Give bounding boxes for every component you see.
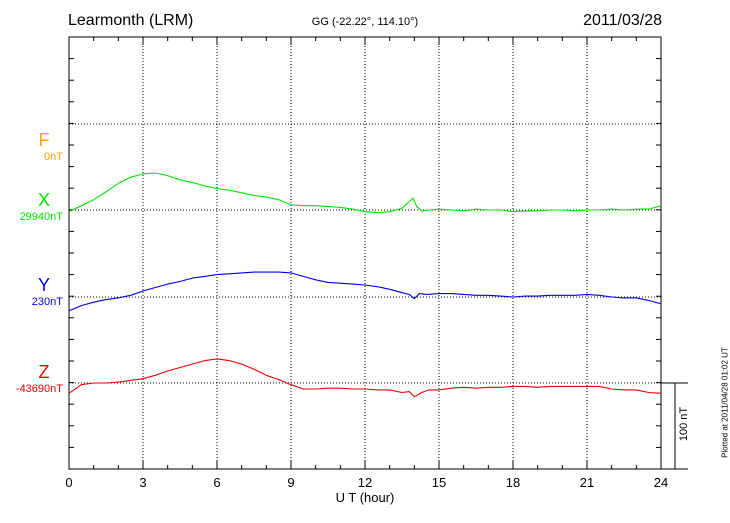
x-tick-label: 24 <box>654 475 668 490</box>
series-baseline-y: 230nT <box>32 296 63 308</box>
series-line-x <box>68 172 662 214</box>
series-baseline-z: -43690nT <box>16 383 63 395</box>
x-tick-label: 6 <box>213 475 220 490</box>
series-label-z: Z <box>39 362 50 382</box>
chart-date: 2011/03/28 <box>583 12 662 29</box>
x-axis-label: U T (hour) <box>335 490 395 505</box>
series-label-f: F <box>39 130 50 150</box>
plotted-timestamp: Plotted at 2011/04/28 01:02 UT <box>720 347 730 458</box>
x-tick-label: 0 <box>65 475 72 490</box>
x-tick-label: 3 <box>139 475 146 490</box>
series-label-y: Y <box>38 275 50 295</box>
x-tick-label: 15 <box>432 475 446 490</box>
x-tick-label: 18 <box>506 475 520 490</box>
series-label-x: X <box>38 190 50 210</box>
x-tick-label: 21 <box>580 475 594 490</box>
scale-bar-label: 100 nT <box>678 406 690 442</box>
series-baseline-f: 0nT <box>44 151 63 163</box>
series-line-y <box>68 271 662 312</box>
x-tick-label: 9 <box>287 475 294 490</box>
station-coordinates: GG (-22.22°, 114.10°) <box>311 16 419 28</box>
x-tick-label: 12 <box>358 475 372 490</box>
series-line-z <box>68 358 662 398</box>
station-title: Learmonth (LRM) <box>68 12 194 29</box>
series-baseline-x: 29940nT <box>20 211 64 223</box>
